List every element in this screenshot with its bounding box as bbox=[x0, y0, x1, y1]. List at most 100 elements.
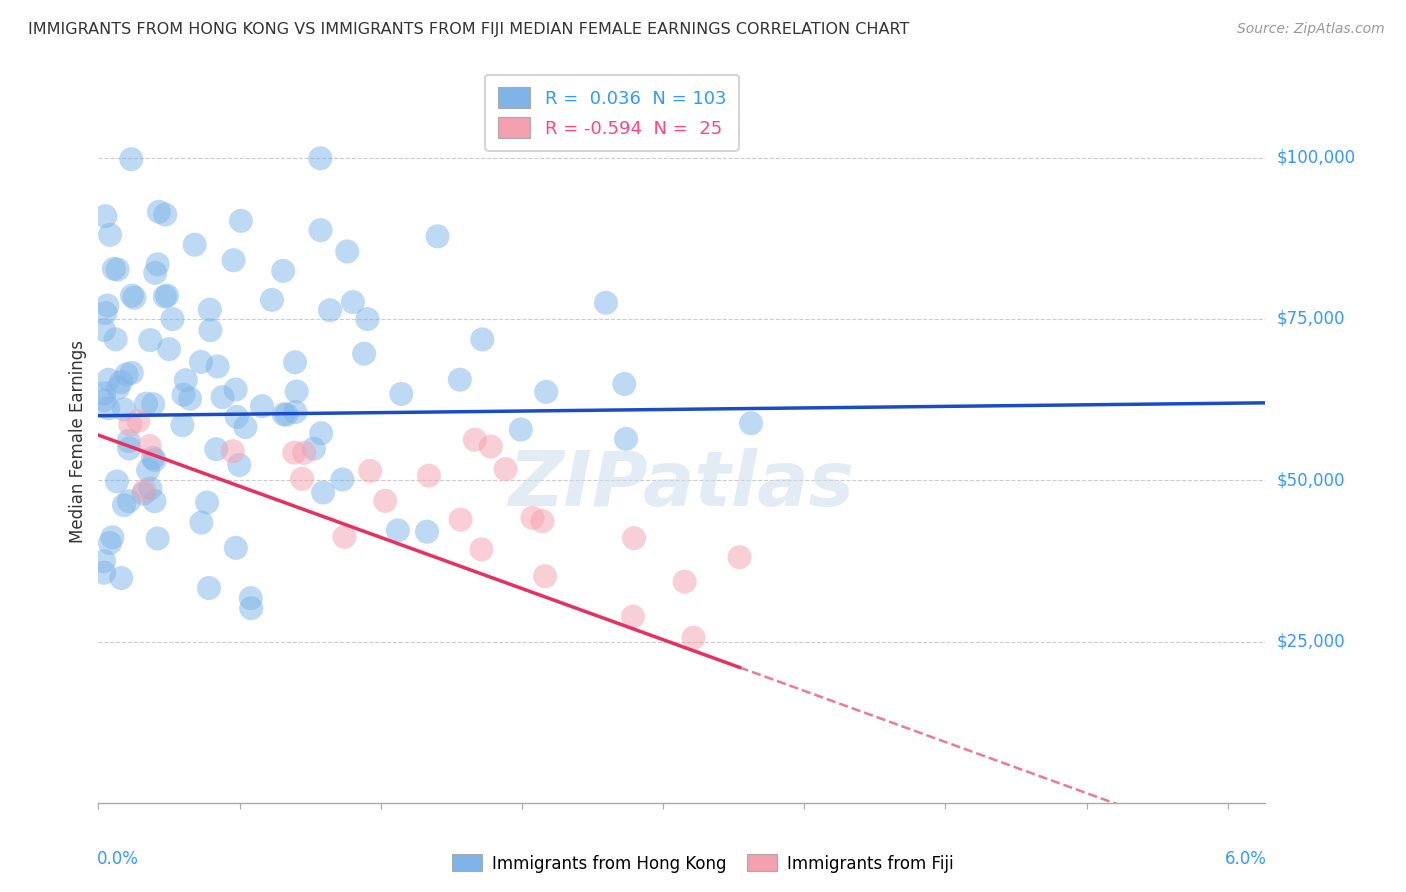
Point bbox=[260, 293, 283, 307]
Point bbox=[121, 288, 143, 302]
Point bbox=[146, 257, 169, 271]
Point bbox=[120, 152, 142, 166]
Point bbox=[387, 524, 409, 538]
Point bbox=[93, 554, 115, 568]
Point bbox=[142, 450, 165, 465]
Point bbox=[110, 571, 132, 585]
Point bbox=[190, 355, 212, 369]
Text: IMMIGRANTS FROM HONG KONG VS IMMIGRANTS FROM FIJI MEDIAN FEMALE EARNINGS CORRELA: IMMIGRANTS FROM HONG KONG VS IMMIGRANTS … bbox=[28, 22, 910, 37]
Point bbox=[143, 494, 166, 508]
Point bbox=[103, 261, 125, 276]
Point bbox=[479, 440, 502, 454]
Point bbox=[198, 302, 221, 317]
Point bbox=[426, 229, 449, 244]
Point bbox=[359, 464, 381, 478]
Point bbox=[534, 384, 557, 399]
Point bbox=[273, 407, 295, 421]
Text: 6.0%: 6.0% bbox=[1225, 850, 1267, 868]
Point bbox=[342, 295, 364, 310]
Text: Source: ZipAtlas.com: Source: ZipAtlas.com bbox=[1237, 22, 1385, 37]
Point bbox=[172, 418, 194, 433]
Point bbox=[124, 291, 146, 305]
Point bbox=[127, 414, 149, 428]
Point bbox=[157, 342, 180, 356]
Point bbox=[239, 591, 262, 606]
Point bbox=[284, 355, 307, 369]
Point bbox=[93, 386, 115, 401]
Point bbox=[509, 423, 531, 437]
Point bbox=[97, 373, 120, 387]
Point bbox=[595, 295, 617, 310]
Point bbox=[115, 368, 138, 382]
Point bbox=[319, 303, 342, 318]
Point bbox=[613, 376, 636, 391]
Point bbox=[309, 151, 332, 165]
Point bbox=[120, 417, 142, 432]
Point bbox=[534, 569, 557, 583]
Point bbox=[271, 264, 294, 278]
Point bbox=[107, 381, 129, 395]
Point bbox=[121, 366, 143, 380]
Point bbox=[135, 397, 157, 411]
Point bbox=[205, 442, 228, 457]
Point bbox=[112, 498, 135, 512]
Point bbox=[276, 408, 298, 422]
Point bbox=[98, 536, 121, 550]
Point bbox=[118, 442, 141, 456]
Point bbox=[470, 542, 492, 557]
Point bbox=[728, 550, 751, 565]
Point bbox=[143, 266, 166, 280]
Point bbox=[200, 323, 222, 337]
Point bbox=[614, 432, 637, 446]
Point bbox=[148, 204, 170, 219]
Point bbox=[450, 513, 472, 527]
Point bbox=[374, 493, 396, 508]
Point bbox=[222, 444, 245, 458]
Point bbox=[250, 399, 273, 413]
Point bbox=[682, 631, 704, 645]
Point bbox=[621, 609, 644, 624]
Point bbox=[309, 223, 332, 237]
Point bbox=[284, 405, 307, 419]
Point bbox=[139, 482, 162, 496]
Point bbox=[94, 209, 117, 223]
Point bbox=[211, 390, 233, 404]
Text: $100,000: $100,000 bbox=[1277, 149, 1355, 167]
Point bbox=[195, 495, 218, 509]
Point bbox=[183, 237, 205, 252]
Point bbox=[134, 483, 156, 498]
Legend: R =  0.036  N = 103, R = -0.594  N =  25: R = 0.036 N = 103, R = -0.594 N = 25 bbox=[485, 75, 738, 151]
Point bbox=[110, 375, 132, 389]
Text: ZIPatlas: ZIPatlas bbox=[509, 448, 855, 522]
Point bbox=[418, 468, 440, 483]
Point bbox=[336, 244, 359, 259]
Point bbox=[229, 214, 252, 228]
Text: 0.0%: 0.0% bbox=[97, 850, 139, 868]
Point bbox=[389, 387, 412, 401]
Point bbox=[416, 524, 439, 539]
Point bbox=[146, 532, 169, 546]
Point bbox=[283, 445, 305, 459]
Point bbox=[93, 566, 115, 580]
Point bbox=[225, 541, 247, 555]
Point bbox=[155, 208, 177, 222]
Point bbox=[332, 473, 354, 487]
Point bbox=[98, 227, 121, 242]
Point bbox=[142, 397, 165, 411]
Point bbox=[105, 475, 128, 489]
Point bbox=[540, 105, 562, 120]
Point bbox=[240, 601, 263, 615]
Point bbox=[285, 384, 308, 399]
Point bbox=[132, 486, 155, 500]
Point bbox=[174, 373, 197, 387]
Point bbox=[104, 332, 127, 346]
Point bbox=[495, 462, 517, 476]
Legend: Immigrants from Hong Kong, Immigrants from Fiji: Immigrants from Hong Kong, Immigrants fr… bbox=[446, 847, 960, 880]
Point bbox=[309, 426, 332, 441]
Point bbox=[112, 402, 135, 417]
Point bbox=[162, 312, 184, 326]
Point bbox=[225, 383, 247, 397]
Point bbox=[93, 323, 115, 337]
Point bbox=[94, 306, 117, 320]
Point bbox=[225, 409, 247, 424]
